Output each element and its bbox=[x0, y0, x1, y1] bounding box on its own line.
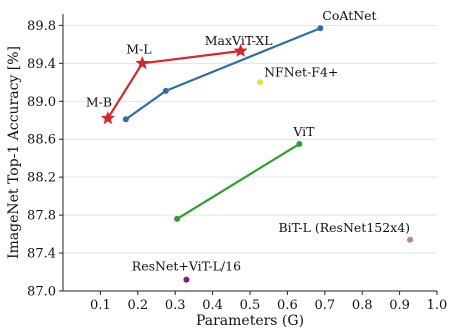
data-point bbox=[317, 25, 324, 32]
y-tick-label: 89.4 bbox=[27, 57, 56, 72]
x-tick-label: 0.2 bbox=[127, 298, 148, 313]
x-tick-label: 0.1 bbox=[90, 298, 111, 313]
y-tick-label: 89.0 bbox=[27, 95, 56, 110]
data-point bbox=[296, 140, 303, 147]
y-tick-label: 87.0 bbox=[27, 285, 56, 300]
x-tick-label: 1.0 bbox=[427, 298, 448, 313]
series-line bbox=[106, 49, 241, 119]
star-point bbox=[100, 111, 115, 125]
x-tick-label: 0.9 bbox=[389, 298, 410, 313]
y-tick-label: 88.6 bbox=[27, 133, 56, 148]
x-tick-label: 0.5 bbox=[240, 298, 261, 313]
data-point bbox=[257, 79, 264, 86]
x-tick-label: 0.8 bbox=[352, 298, 373, 313]
data-point bbox=[183, 276, 190, 283]
point-label: ViT bbox=[292, 124, 315, 139]
y-tick-label: 89.8 bbox=[27, 19, 56, 34]
marks bbox=[100, 25, 414, 283]
star-point bbox=[135, 56, 150, 70]
point-label: CoAtNet bbox=[322, 8, 376, 23]
y-tick-label: 87.8 bbox=[27, 209, 56, 224]
point-label: ResNet+ViT-L/16 bbox=[132, 259, 241, 274]
data-point bbox=[174, 215, 181, 222]
x-tick-label: 0.3 bbox=[165, 298, 186, 313]
point-label: M-L bbox=[126, 41, 151, 56]
point-label: MaxViT-XL bbox=[205, 33, 273, 48]
data-point bbox=[407, 236, 414, 243]
x-tick-label: 0.6 bbox=[277, 298, 298, 313]
x-tick-label: 0.4 bbox=[202, 298, 223, 313]
annotations: M-B M-L MaxViT-XL CoAtNet ViT NFNet-F4+ BiT-L … bbox=[86, 8, 410, 273]
x-axis-label: Parameters (G) bbox=[196, 313, 304, 329]
y-tick-label: 87.4 bbox=[27, 247, 56, 262]
series-line bbox=[176, 143, 300, 220]
point-label: NFNet-F4+ bbox=[264, 64, 338, 79]
data-point bbox=[162, 87, 169, 94]
y-tick-label: 88.2 bbox=[27, 171, 56, 186]
y-axis-label: ImageNet Top-1 Accuracy [%] bbox=[6, 46, 22, 259]
grid bbox=[63, 24, 437, 292]
x-tick-label: 0.7 bbox=[314, 298, 335, 313]
axes: 87.0 87.4 87.8 88.2 88.6 89.0 89.4 89.8 0.1 0.2 0.… bbox=[27, 14, 447, 313]
data-point bbox=[122, 116, 129, 123]
star-point bbox=[233, 43, 248, 57]
point-label: BiT-L (ResNet152x4) bbox=[278, 220, 410, 235]
point-label: M-B bbox=[86, 94, 112, 109]
